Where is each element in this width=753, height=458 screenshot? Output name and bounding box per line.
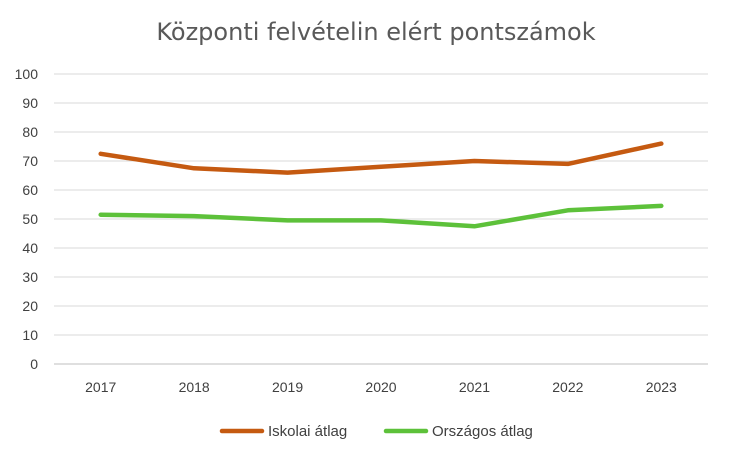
x-axis-ticks: 2017 2018 2019 2020 2021 2022 2023	[85, 379, 677, 395]
y-tick-label: 100	[15, 66, 39, 82]
y-tick-label: 40	[22, 240, 38, 256]
y-tick-label: 70	[22, 153, 38, 169]
y-tick-label: 60	[22, 182, 38, 198]
x-tick-label: 2019	[272, 379, 303, 395]
x-tick-label: 2020	[365, 379, 396, 395]
y-tick-label: 10	[22, 327, 38, 343]
x-tick-label: 2023	[646, 379, 677, 395]
legend-label-2: Országos átlag	[432, 423, 533, 440]
y-tick-label: 90	[22, 95, 38, 111]
x-tick-label: 2018	[179, 379, 210, 395]
series-lines	[98, 141, 664, 229]
series-line-2	[98, 203, 664, 229]
legend: Iskolai átlag Országos átlag	[219, 423, 533, 440]
y-tick-label: 0	[30, 356, 38, 372]
legend-label-1: Iskolai átlag	[268, 423, 347, 440]
y-tick-label: 30	[22, 269, 38, 285]
series-line-1	[98, 141, 664, 175]
x-tick-label: 2022	[552, 379, 583, 395]
y-axis-ticks: 0 10 20 30 40 50 60 70 80 90 100	[15, 66, 39, 372]
x-tick-label: 2021	[459, 379, 490, 395]
y-tick-label: 80	[22, 124, 38, 140]
y-tick-label: 50	[22, 211, 38, 227]
x-tick-label: 2017	[85, 379, 116, 395]
chart-title: Központi felvételin elért pontszámok	[156, 18, 595, 46]
y-tick-label: 20	[22, 298, 38, 314]
